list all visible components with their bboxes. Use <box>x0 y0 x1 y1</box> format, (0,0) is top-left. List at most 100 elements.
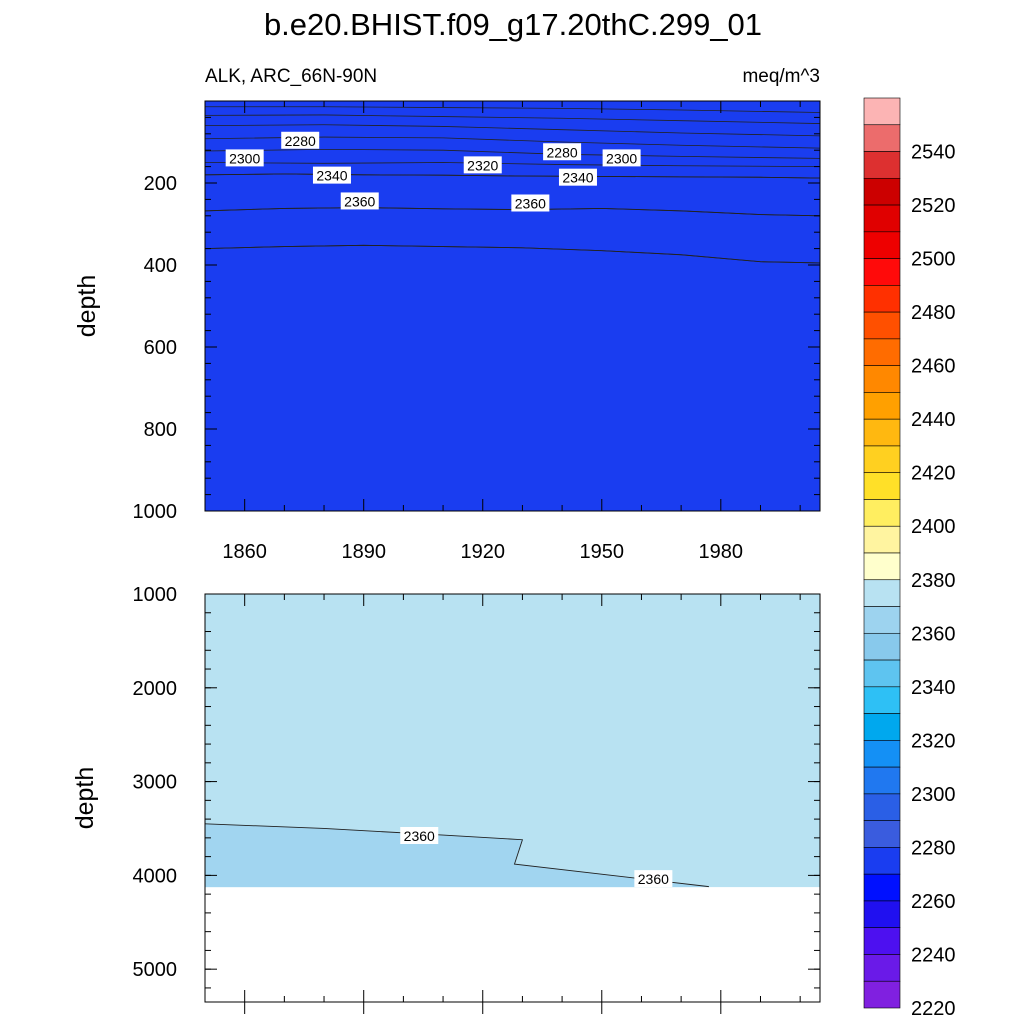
contour-label-text: 2320 <box>467 157 498 173</box>
contour-label: 2360 <box>400 826 439 844</box>
colorbar-swatch <box>863 980 901 1009</box>
colorbar-label: 2240 <box>911 944 956 966</box>
colorbar-swatch <box>863 499 901 527</box>
colorbar-swatch <box>863 713 901 741</box>
colorbar-label: 2420 <box>911 463 956 485</box>
colorbar-label: 2400 <box>911 516 956 538</box>
y-tick-label: 800 <box>144 419 177 441</box>
x-tick-label: 1950 <box>580 541 625 563</box>
colorbar-swatch <box>863 579 901 607</box>
colorbar-swatch <box>863 97 901 126</box>
colorbar-swatch <box>863 873 901 902</box>
colorbar-swatch <box>863 847 901 875</box>
contour-label-text: 2280 <box>285 133 316 149</box>
contour-label-text: 2300 <box>606 150 637 166</box>
colorbar-label: 2380 <box>911 570 956 592</box>
x-tick-label: 1890 <box>341 541 386 563</box>
colorbar-swatch <box>863 365 901 393</box>
colorbar-swatch <box>863 258 901 286</box>
colorbar-label: 2300 <box>911 784 956 806</box>
y-tick-label: 2000 <box>133 678 178 700</box>
colorbar-swatch <box>863 418 901 447</box>
colorbar-swatch <box>863 445 901 474</box>
colorbar-swatch <box>863 793 901 821</box>
contour-line <box>205 244 820 264</box>
contour-label: 2320 <box>463 156 502 174</box>
contour-label: 2360 <box>634 870 673 888</box>
colorbar-swatch <box>863 124 901 152</box>
colorbar-swatch <box>863 686 901 714</box>
contour-label-bg <box>225 149 264 167</box>
contour-label-text: 2360 <box>638 871 669 887</box>
plot-area: 2360 2360 <box>205 594 820 888</box>
subtitle-left: ALK, ARC_66N-90N <box>205 66 377 87</box>
contour-label: 2340 <box>312 166 351 184</box>
subtitle-right: meq/m^3 <box>742 66 820 87</box>
contour-label-bg <box>281 131 320 149</box>
colorbar-swatch <box>863 392 901 420</box>
contour-label: 2300 <box>225 149 264 167</box>
colorbar-swatch <box>863 740 901 768</box>
colorbar-swatch <box>863 525 901 554</box>
colorbar-swatch <box>863 151 901 179</box>
contour-label-bg <box>511 194 550 212</box>
contour-label-bg <box>400 826 439 844</box>
colorbar-label: 2460 <box>911 356 956 378</box>
contour-label-bg <box>602 149 641 167</box>
contour-label-text: 2340 <box>316 168 347 184</box>
y-tick-label: 4000 <box>133 865 178 887</box>
contour-label-text: 2360 <box>404 828 435 844</box>
contour-label-bg <box>340 192 379 210</box>
contour-label: 2300 <box>602 149 641 167</box>
colorbar-label: 2220 <box>911 998 956 1020</box>
contour-band <box>205 823 709 888</box>
contour-label-bg <box>543 143 582 161</box>
colorbar-swatch <box>863 927 901 955</box>
colorbar-swatch <box>863 820 901 848</box>
colorbar-swatch <box>863 954 901 982</box>
plot-frame <box>204 593 821 1003</box>
x-tick-label: 1860 <box>222 541 267 563</box>
colorbar-swatch <box>863 766 901 795</box>
colorbar-label: 2320 <box>911 730 956 752</box>
x-tick-label: 1920 <box>460 541 505 563</box>
contour-line <box>205 162 820 167</box>
y-tick-label: 1000 <box>133 501 178 523</box>
contour-label-bg <box>634 870 673 888</box>
colorbar-swatch <box>863 606 901 634</box>
contour-line <box>205 173 820 179</box>
colorbar-swatch <box>863 311 901 340</box>
contour-line <box>205 124 820 137</box>
colorbar-label: 2260 <box>911 891 956 913</box>
contour-label-bg <box>312 166 351 184</box>
contour-label: 2360 <box>511 194 550 212</box>
y-tick-label: 5000 <box>133 959 178 981</box>
colorbar-swatch <box>863 231 901 259</box>
y-axis-label: depth <box>71 767 99 830</box>
contour-label-text: 2360 <box>515 196 546 212</box>
contour-label-text: 2280 <box>547 144 578 160</box>
colorbar-label: 2540 <box>911 142 956 164</box>
y-tick-label: 400 <box>144 255 177 277</box>
y-tick-label: 200 <box>144 173 177 195</box>
lower-panel: 2360 2360 1000 2000 3000 4000 5000 depth <box>71 584 821 1014</box>
colorbar-label: 2480 <box>911 302 956 324</box>
contour-label: 2340 <box>558 168 597 186</box>
contour-label-bg <box>463 156 502 174</box>
x-tick-label: 1980 <box>699 541 744 563</box>
contour-band <box>205 101 820 511</box>
colorbar-label: 2340 <box>911 677 956 699</box>
colorbar-swatch <box>863 552 901 581</box>
y-axis-label: depth <box>73 275 101 338</box>
contour-line <box>205 823 709 888</box>
chart-title: b.e20.BHIST.f09_g17.20thC.299_01 <box>264 7 762 42</box>
colorbar-swatch <box>863 659 901 688</box>
y-tick-label: 600 <box>144 337 177 359</box>
plot-frame <box>204 100 821 512</box>
colorbar-swatch <box>863 900 901 929</box>
colorbar-label: 2520 <box>911 195 956 217</box>
y-tick-label: 1000 <box>133 584 178 606</box>
upper-panel: 2280 2300 2280 2300 2320 2340 2340 2360 2360 200 4… <box>73 100 821 563</box>
y-tick-label: 3000 <box>133 772 178 794</box>
